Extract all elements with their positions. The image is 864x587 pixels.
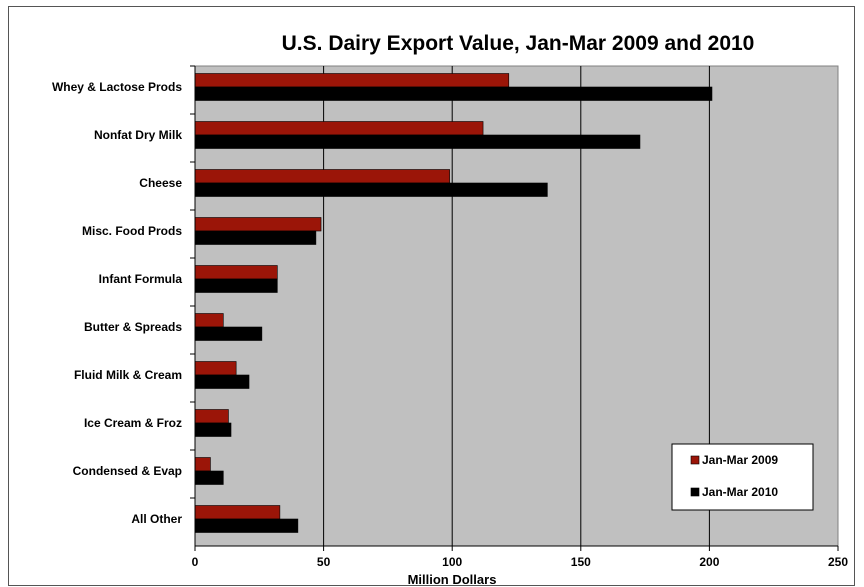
legend-box	[671, 443, 814, 511]
x-tick-label: 250	[828, 555, 848, 569]
x-tick-label: 150	[571, 555, 591, 569]
bar-2009	[194, 169, 450, 184]
bar-2010	[194, 278, 278, 293]
bar-2009	[194, 313, 224, 328]
x-axis-label: Million Dollars	[408, 572, 497, 587]
category-label: All Other	[131, 512, 182, 526]
bar-2009	[194, 409, 229, 424]
category-label: Fluid Milk & Cream	[74, 368, 182, 382]
bar-2010	[194, 86, 713, 101]
chart-title: U.S. Dairy Export Value, Jan-Mar 2009 an…	[282, 32, 755, 55]
bar-2009	[194, 457, 211, 472]
x-tick-label: 0	[192, 555, 199, 569]
legend-swatch	[690, 455, 700, 465]
bar-2010	[194, 470, 224, 485]
bar-2009	[194, 73, 510, 88]
bar-2010	[194, 518, 299, 533]
bar-2010	[194, 134, 641, 149]
bar-2010	[194, 230, 317, 245]
legend-entry-label: Jan-Mar 2009	[702, 453, 778, 467]
x-tick-label: 50	[317, 555, 331, 569]
category-label: Butter & Spreads	[84, 320, 182, 334]
bar-2009	[194, 217, 322, 232]
bar-2009	[194, 505, 281, 520]
category-label: Infant Formula	[99, 272, 183, 286]
legend-entry-label: Jan-Mar 2010	[702, 485, 778, 499]
category-label: Cheese	[139, 176, 182, 190]
category-label: Ice Cream & Froz	[84, 416, 182, 430]
x-tick-label: 100	[442, 555, 462, 569]
bar-2009	[194, 265, 278, 280]
legend-swatch	[690, 487, 700, 497]
category-label: Condensed & Evap	[73, 464, 182, 478]
bar-2010	[194, 326, 263, 341]
bar-2009	[194, 121, 484, 136]
bar-2010	[194, 182, 548, 197]
category-label: Nonfat Dry Milk	[94, 128, 182, 142]
bar-2010	[194, 422, 232, 437]
bar-2009	[194, 361, 237, 376]
category-label: Misc. Food Prods	[82, 224, 182, 238]
category-label: Whey & Lactose Prods	[52, 80, 182, 94]
x-tick-label: 200	[699, 555, 719, 569]
bar-2010	[194, 374, 250, 389]
